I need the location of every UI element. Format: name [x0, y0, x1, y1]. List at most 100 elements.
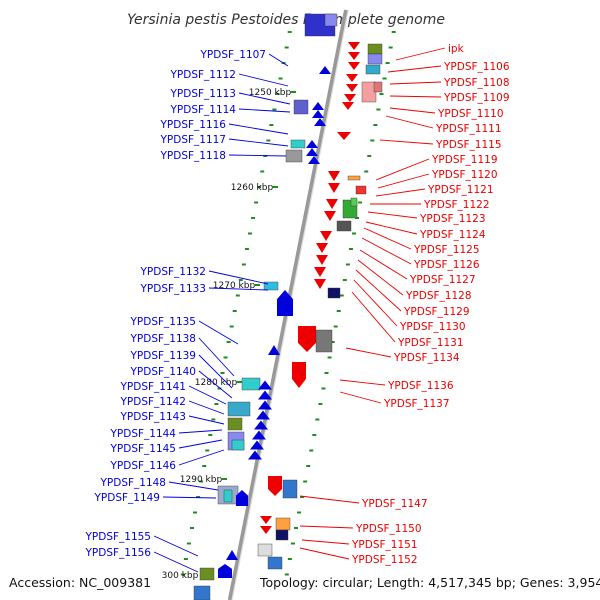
right-gene-label: YPDSF_1147: [361, 498, 428, 510]
forward-gene-arrow: [312, 110, 324, 118]
left-leader-line: [228, 138, 289, 147]
right-gene-label: YPDSF_1108: [443, 77, 510, 89]
forward-gene-arrow: [256, 410, 270, 420]
right-leader-line: [385, 115, 434, 129]
right-leader-line: [353, 279, 398, 327]
left-gene-label: YPDSF_1140: [129, 366, 196, 378]
left-gene-label: YPDSF_1143: [119, 411, 186, 423]
right-leader-line: [361, 237, 412, 265]
left-leader-line: [188, 400, 225, 415]
left-gene-label: YPDSF_1138: [129, 333, 196, 345]
reverse-gene-arrow: [314, 279, 326, 289]
reverse-gene-arrow: [348, 52, 360, 60]
left-leader-line: [188, 415, 225, 425]
left-leader-line: [178, 449, 225, 466]
reverse-gene-arrow: [314, 267, 326, 277]
gene-block: [367, 53, 383, 65]
right-gene-label: ipk: [448, 43, 465, 55]
right-gene-label: YPDSF_1128: [405, 290, 472, 302]
gene-block: [267, 556, 283, 570]
left-gene-label: YPDSF_1117: [159, 134, 226, 146]
forward-gene-arrow: [258, 400, 272, 410]
gene-block: [193, 585, 211, 600]
left-leader-line: [198, 320, 239, 345]
reverse-gene-arrow: [328, 171, 340, 181]
left-leader-line: [168, 481, 219, 491]
right-gene-label: YPDSF_1110: [437, 108, 504, 120]
right-leader-line: [299, 525, 354, 529]
ruler-label: 300 kbp: [162, 571, 199, 581]
left-leader-line: [198, 370, 233, 399]
right-gene-label: YPDSF_1109: [443, 92, 510, 104]
right-gene-label: YPDSF_1127: [409, 274, 476, 286]
gene-block: [257, 543, 273, 557]
forward-gene-arrow: [226, 550, 238, 560]
right-leader-line: [379, 139, 434, 145]
reverse-gene-arrow: [328, 183, 340, 193]
gene-block: [327, 287, 341, 299]
reverse-gene-arrow: [324, 211, 336, 221]
gene-block: [365, 64, 381, 75]
left-leader-line: [153, 535, 199, 557]
gene-block: [324, 13, 338, 27]
left-label-leaders: [153, 53, 291, 573]
forward-gene-arrow: [258, 380, 272, 390]
left-gene-label: YPDSF_1148: [99, 477, 166, 489]
reverse-gene-arrow: [346, 74, 358, 82]
left-leader-line: [238, 92, 291, 105]
gene-arrow-block: [218, 564, 232, 578]
right-gene-label: YPDSF_1137: [383, 398, 450, 410]
left-gene-label: YPDSF_1113: [169, 88, 236, 100]
left-gene-label: YPDSF_1114: [169, 104, 236, 116]
right-leader-line: [299, 495, 360, 504]
right-leader-line: [359, 249, 408, 280]
right-leader-line: [389, 81, 442, 85]
map-title: Yersinia pestis Pestoides F, complete ge…: [127, 12, 445, 28]
left-gene-label: YPDSF_1133: [139, 283, 206, 295]
left-leader-line: [188, 385, 227, 405]
right-gene-label: YPDSF_1121: [427, 184, 494, 196]
right-leader-line: [301, 539, 350, 545]
gene-block: [263, 281, 279, 291]
reverse-gene-arrow: [260, 526, 272, 534]
reverse-gene-arrow: [326, 199, 338, 209]
left-gene-label: YPDSF_1155: [84, 531, 151, 543]
right-gene-label: YPDSF_1120: [431, 169, 498, 181]
left-gene-label: YPDSF_1135: [129, 316, 196, 328]
left-leader-line: [268, 53, 289, 67]
right-leader-line: [351, 291, 396, 343]
left-gene-label: YPDSF_1132: [139, 266, 206, 278]
ruler-label: 1250 kbp: [249, 88, 292, 98]
right-leader-line: [375, 188, 426, 197]
gene-block: [290, 139, 306, 149]
right-gene-label: YPDSF_1115: [435, 139, 502, 151]
gene-block: [231, 439, 245, 451]
forward-gene-arrow: [254, 420, 268, 430]
left-gene-label: YPDSF_1116: [159, 119, 226, 131]
ruler-label: 1290 kbp: [180, 475, 223, 485]
ruler-labels: 1250 kbp 1260 kbp 1270 kbp 1280 kbp 1290 kbp…: [162, 88, 296, 581]
gene-arrow-block: [298, 326, 316, 352]
right-gene-label: YPDSF_1126: [413, 259, 480, 271]
left-gene-label: YPDSF_1156: [84, 547, 151, 559]
gene-arrow-block: [236, 490, 248, 506]
right-leader-line: [345, 347, 392, 358]
gene-block: [275, 517, 291, 531]
right-leader-line: [365, 221, 418, 235]
left-gene-label: YPDSF_1145: [109, 443, 176, 455]
right-gene-label: YPDSF_1125: [413, 244, 480, 256]
ruler-label: 1260 kbp: [231, 183, 274, 193]
left-leader-line: [178, 439, 223, 449]
right-gene-label: YPDSF_1111: [435, 123, 502, 135]
reverse-gene-arrow: [342, 102, 354, 110]
reverse-gene-arrow: [260, 516, 272, 524]
right-gene-label: YPDSF_1119: [431, 154, 498, 166]
left-gene-label: YPDSF_1107: [199, 49, 266, 61]
gene-block: [355, 185, 367, 195]
left-gene-label: YPDSF_1149: [93, 492, 160, 504]
gene-block: [241, 377, 261, 391]
left-gene-label: YPDSF_1141: [119, 381, 186, 393]
right-gene-label: YPDSF_1134: [393, 352, 460, 364]
forward-gene-arrow: [306, 148, 318, 156]
